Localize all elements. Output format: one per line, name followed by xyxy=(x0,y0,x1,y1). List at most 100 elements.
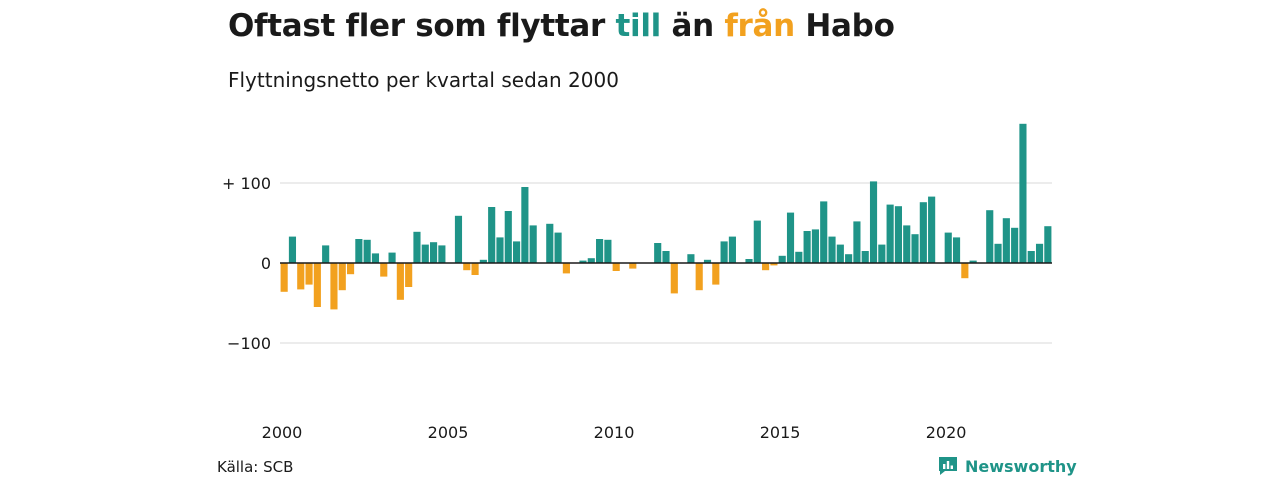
bar xyxy=(994,243,1002,263)
bar xyxy=(313,263,321,307)
bar xyxy=(380,263,388,277)
bar xyxy=(454,215,463,263)
bar xyxy=(471,263,479,275)
bar xyxy=(421,244,429,263)
newsworthy-logo: Newsworthy xyxy=(937,455,1077,477)
bar xyxy=(944,232,952,263)
bar xyxy=(330,263,338,310)
bar xyxy=(405,263,413,287)
bar xyxy=(587,258,595,263)
bar xyxy=(811,229,819,263)
bar xyxy=(513,241,521,263)
newsworthy-logo-icon xyxy=(939,457,957,475)
bar xyxy=(322,245,330,263)
bar xyxy=(1011,227,1019,263)
bar xyxy=(820,201,828,263)
x-tick-label: 2010 xyxy=(594,423,635,442)
bar xyxy=(836,244,844,263)
bar xyxy=(703,259,712,263)
bar xyxy=(521,187,529,263)
bar xyxy=(878,244,886,263)
brand-name: Newsworthy xyxy=(965,456,1077,476)
bar xyxy=(371,253,380,263)
x-tick-label: 2015 xyxy=(760,423,801,442)
bar xyxy=(869,181,878,263)
bar xyxy=(853,221,861,263)
bar xyxy=(861,251,869,263)
bar xyxy=(894,206,902,263)
title-highlight-fran: från xyxy=(724,8,795,44)
bar xyxy=(579,260,587,263)
bar xyxy=(479,259,487,263)
bar xyxy=(928,196,936,263)
bar xyxy=(786,212,795,263)
bar xyxy=(662,251,670,263)
bar xyxy=(1002,218,1010,263)
bar xyxy=(363,239,371,263)
bar xyxy=(712,263,720,285)
bar xyxy=(745,259,753,263)
x-tick-label: 2020 xyxy=(926,423,967,442)
bar xyxy=(803,231,811,263)
bar xyxy=(654,243,662,263)
bar xyxy=(463,263,471,271)
y-tick-label: 0 xyxy=(261,254,271,273)
bar xyxy=(845,254,853,263)
bar xyxy=(438,245,446,263)
bar xyxy=(720,241,728,263)
bar xyxy=(305,263,313,285)
chart-subtitle: Flyttningsnetto per kvartal sedan 2000 xyxy=(228,68,619,92)
x-tick-label: 2005 xyxy=(428,423,469,442)
bar xyxy=(903,225,911,263)
bar xyxy=(355,239,363,263)
bar xyxy=(1027,251,1035,263)
x-tick-label: 2000 xyxy=(262,423,303,442)
bar xyxy=(778,255,786,263)
y-tick-label: −100 xyxy=(227,334,271,353)
title-part-3: än xyxy=(660,8,725,44)
bar xyxy=(488,207,496,263)
bar xyxy=(828,236,836,263)
bar xyxy=(886,204,894,263)
bar xyxy=(986,210,994,263)
bar xyxy=(961,263,969,279)
title-part-1: Oftast fler som flyttar xyxy=(228,8,616,44)
bar xyxy=(728,236,736,263)
chart-title: Oftast fler som flyttar till än från Hab… xyxy=(228,8,895,44)
bar xyxy=(388,252,396,263)
bar xyxy=(919,202,927,263)
y-tick-label: + 100 xyxy=(222,174,271,193)
bar xyxy=(288,236,297,263)
bar xyxy=(504,211,512,263)
bar xyxy=(562,263,570,274)
bar xyxy=(795,251,803,263)
bar xyxy=(280,263,288,292)
bar xyxy=(1019,123,1027,263)
bar xyxy=(1035,243,1044,263)
bar xyxy=(529,225,537,263)
bar xyxy=(695,263,703,291)
bar xyxy=(762,263,770,271)
bar xyxy=(1044,226,1052,263)
bar xyxy=(629,263,637,269)
bar xyxy=(338,263,346,291)
bar xyxy=(546,223,554,263)
bar xyxy=(753,220,761,263)
bar xyxy=(952,237,961,263)
title-part-5: Habo xyxy=(794,8,895,44)
bar xyxy=(770,263,778,266)
bar xyxy=(596,239,604,263)
bar xyxy=(911,234,919,263)
bar xyxy=(413,231,421,263)
bar xyxy=(612,263,620,271)
bar xyxy=(496,237,504,263)
bar xyxy=(969,260,977,263)
bar xyxy=(297,263,305,290)
bar xyxy=(670,263,678,294)
bar xyxy=(396,263,404,300)
bar xyxy=(687,254,695,263)
bar xyxy=(430,242,438,263)
source-label: Källa: SCB xyxy=(217,458,294,476)
bar xyxy=(604,239,612,263)
